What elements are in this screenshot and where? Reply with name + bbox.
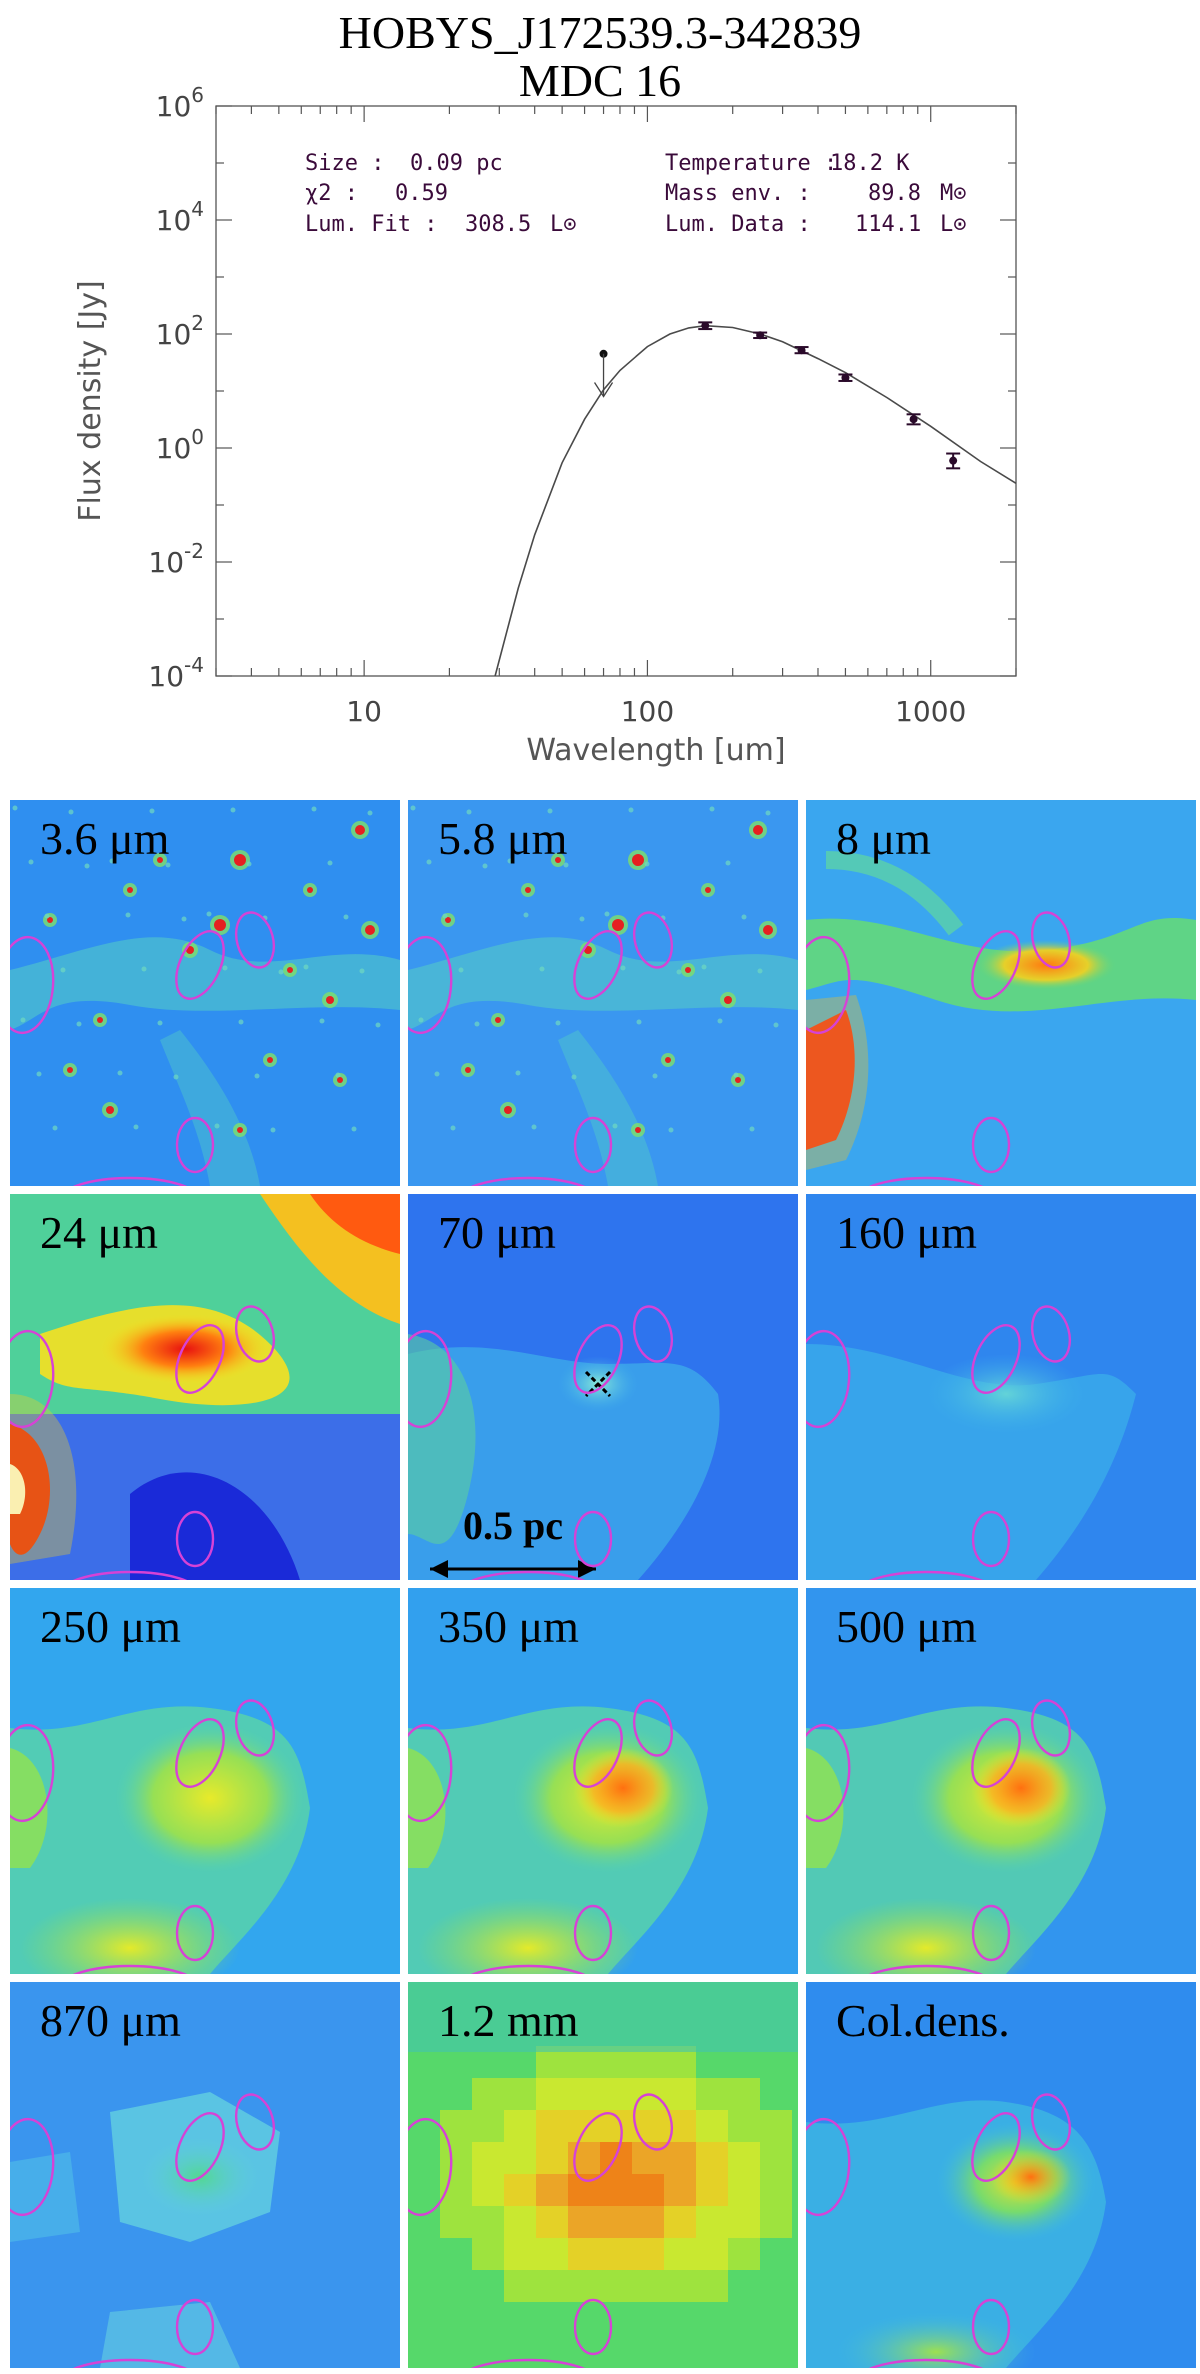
- panel-map: [806, 1305, 1136, 1580]
- x-tick-label: 1000: [895, 695, 966, 728]
- y-tick-label: 10-2: [148, 539, 204, 579]
- panel-map: [408, 805, 798, 1186]
- y-tick-label: 106: [156, 83, 204, 123]
- y-tick-label: 102: [156, 311, 204, 351]
- source-ellipses: [408, 1699, 674, 1974]
- image-panel: 3.6 μm: [10, 800, 400, 1186]
- figure-title-line2: MDC 16: [518, 55, 682, 106]
- source-ellipses: [408, 2093, 674, 2368]
- image-panel: 8 μm: [806, 800, 1196, 1186]
- mass-value: 89.8: [868, 181, 921, 206]
- source-ellipses: [806, 1305, 1072, 1580]
- scale-bar-label: 0.5 pc: [463, 1503, 563, 1548]
- sed-chart: 10 100 1000 10-4 10-2 100 102 104 106 Wavelength …: [73, 83, 1017, 768]
- y-tick-label: 100: [156, 425, 204, 465]
- source-ellipses: [10, 2093, 276, 2368]
- panel-label: 70 μm: [438, 1207, 556, 1258]
- panel-map: [10, 2092, 280, 2368]
- image-panel: 24 μm: [10, 1194, 400, 1580]
- size-label: Size :: [305, 151, 384, 176]
- source-ellipses: [408, 1305, 674, 1580]
- source-ellipses: [10, 1699, 276, 1974]
- panel-label: 250 μm: [40, 1601, 181, 1652]
- sed-points: [593, 321, 961, 470]
- panel-label: 350 μm: [438, 1601, 579, 1652]
- panel-label: 160 μm: [836, 1207, 977, 1258]
- panel-map: [10, 1194, 400, 1580]
- chi2-value: 0.59: [395, 181, 448, 206]
- image-panel: 0.5 pc 70 μm: [408, 1194, 798, 1580]
- panel-map: [408, 1982, 798, 2368]
- image-panel: 500 μm: [806, 1588, 1196, 1974]
- panel-map: [806, 1699, 1106, 1974]
- x-axis-label: Wavelength [um]: [526, 733, 785, 768]
- image-panel: 160 μm: [806, 1194, 1196, 1580]
- upper-limit-point: [593, 349, 614, 398]
- temperature-label: Temperature :: [665, 151, 837, 176]
- sed-annotations: Size : 0.09 pc χ2 : 0.59 Lum. Fit : 308.5 L⊙ Te…: [305, 151, 967, 237]
- source-ellipses: [408, 911, 674, 1186]
- lumdata-value: 114.1: [855, 212, 921, 237]
- mass-unit: M⊙: [940, 181, 967, 206]
- sed-model-curve: [494, 324, 1017, 677]
- data-point: [698, 321, 713, 331]
- mass-label: Mass env. :: [665, 181, 811, 206]
- data-point: [946, 452, 961, 470]
- data-point: [753, 331, 768, 340]
- image-panel: Col.dens.: [806, 1982, 1196, 2368]
- size-value: 0.09 pc: [410, 151, 503, 176]
- panel-map: [10, 1699, 310, 1974]
- panel-label: 870 μm: [40, 1995, 181, 2046]
- image-panel: 870 μm: [10, 1982, 400, 2368]
- panel-label: Col.dens.: [836, 1995, 1010, 2046]
- lumdata-label: Lum. Data :: [665, 212, 811, 237]
- panel-map: [408, 1699, 708, 1974]
- image-panel: 5.8 μm: [408, 800, 798, 1186]
- y-axis-label: Flux density [Jy]: [73, 280, 108, 521]
- panel-label: 24 μm: [40, 1207, 158, 1258]
- source-ellipses: [10, 1305, 276, 1580]
- y-tick-label: 104: [156, 197, 204, 237]
- scale-bar: 0.5 pc: [430, 1503, 596, 1578]
- panel-map: 0.5 pc: [408, 1305, 720, 1580]
- image-panel: 1.2 mm: [408, 1982, 798, 2368]
- figure-title-line1: HOBYS_J172539.3-342839: [338, 7, 862, 58]
- sed-axes: 10 100 1000 10-4 10-2 100 102 104 106 Wavelength …: [73, 83, 1017, 768]
- chi2-label: χ2 :: [305, 181, 358, 206]
- panel-label: 500 μm: [836, 1601, 977, 1652]
- panel-map: [10, 805, 400, 1186]
- source-ellipses: [806, 2093, 1072, 2368]
- source-ellipses: [806, 1699, 1072, 1974]
- image-panel: 350 μm: [408, 1588, 798, 1974]
- y-tick-label: 10-4: [148, 653, 204, 693]
- data-point: [838, 373, 853, 382]
- source-ellipses: [10, 911, 276, 1186]
- lumfit-label: Lum. Fit :: [305, 212, 437, 237]
- panel-map: [806, 2093, 1106, 2368]
- panel-label: 5.8 μm: [438, 813, 568, 864]
- data-point: [906, 413, 921, 426]
- x-tick-label: 100: [621, 695, 674, 728]
- data-point: [794, 346, 809, 355]
- panel-label: 1.2 mm: [438, 1995, 579, 2046]
- panel-map: [806, 851, 1196, 1186]
- panel-label: 3.6 μm: [40, 813, 170, 864]
- lumfit-value: 308.5: [465, 212, 531, 237]
- lumdata-unit: L⊙: [940, 212, 967, 237]
- lumfit-unit: L⊙: [550, 212, 577, 237]
- x-tick-label: 10: [346, 695, 382, 728]
- source-ellipses: [806, 911, 1072, 1186]
- panel-label: 8 μm: [836, 813, 931, 864]
- model-curve-line: [494, 324, 1017, 677]
- temperature-value: 18.2 K: [830, 151, 910, 176]
- image-panel: 250 μm: [10, 1588, 400, 1974]
- image-panel-grid: 3.6 μm 5.8 μm 8 μm 24 μm 0.5 pc 70 μm 160 μm 25…: [0, 800, 1200, 2374]
